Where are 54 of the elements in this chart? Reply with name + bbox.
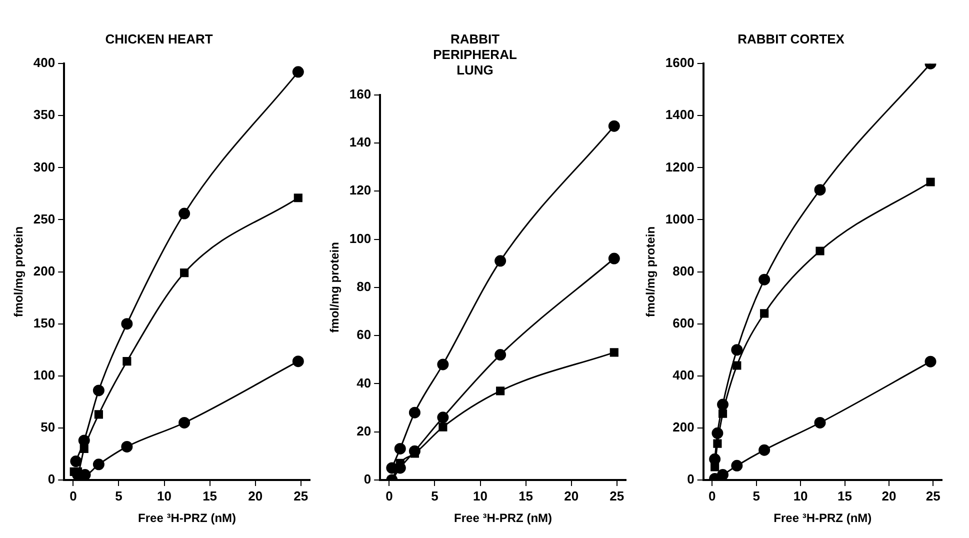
y-tick-label: 100 bbox=[349, 230, 372, 246]
x-tick-label: 10 bbox=[473, 488, 488, 504]
y-tick-label: 600 bbox=[672, 315, 694, 330]
x-tick-label: 0 bbox=[708, 488, 716, 504]
y-tick-label: 350 bbox=[33, 107, 56, 122]
y-tick-label: 400 bbox=[33, 55, 56, 70]
y-tick-label: 800 bbox=[672, 263, 694, 278]
y-axis-title: fmol/mg protein bbox=[12, 226, 26, 318]
x-tick-label: 15 bbox=[518, 488, 534, 504]
y-tick-label: 1600 bbox=[665, 55, 694, 70]
x-tick-label: 0 bbox=[70, 488, 77, 504]
y-tick-label: 150 bbox=[33, 315, 56, 330]
y-tick-label: 0 bbox=[48, 472, 56, 487]
x-tick-label: 5 bbox=[115, 488, 122, 504]
y-axis-title: fmol/mg protein bbox=[644, 226, 658, 318]
y-tick-label: 400 bbox=[672, 367, 694, 382]
x-tick-label: 5 bbox=[431, 488, 438, 504]
chart-title: RABBIT CORTEX bbox=[738, 31, 845, 46]
x-axis-title: Free ³H-PRZ (nM) bbox=[454, 511, 552, 526]
y-tick-label: 250 bbox=[33, 211, 56, 226]
y-tick-label: 140 bbox=[349, 134, 372, 150]
x-tick-label: 10 bbox=[793, 488, 808, 504]
x-tick-label: 20 bbox=[248, 488, 263, 504]
x-tick-label: 25 bbox=[926, 488, 940, 504]
chart-title: RABBIT PERIPHERAL LUNG bbox=[433, 31, 517, 78]
y-tick-label: 80 bbox=[356, 278, 372, 294]
y-tick-label: 0 bbox=[687, 472, 694, 487]
x-tick-label: 15 bbox=[838, 488, 852, 504]
y-tick-label: 50 bbox=[40, 420, 56, 435]
y-tick-label: 20 bbox=[356, 423, 372, 438]
x-tick-label: 15 bbox=[202, 488, 218, 504]
y-tick-label: 1200 bbox=[665, 159, 694, 174]
x-axis-title: Free ³H-PRZ (nM) bbox=[774, 511, 872, 526]
x-tick-label: 20 bbox=[564, 488, 579, 504]
y-tick-label: 0 bbox=[364, 472, 372, 487]
y-tick-label: 120 bbox=[349, 182, 372, 198]
y-tick-label: 100 bbox=[33, 367, 56, 382]
x-tick-label: 20 bbox=[882, 488, 896, 504]
y-axis-title: fmol/mg protein bbox=[328, 242, 342, 333]
x-tick-label: 10 bbox=[157, 488, 172, 504]
y-tick-label: 200 bbox=[672, 420, 694, 435]
y-tick-label: 1000 bbox=[665, 211, 694, 226]
x-axis-title: Free ³H-PRZ (nM) bbox=[138, 511, 236, 526]
chart-title: CHICKEN HEART bbox=[105, 31, 213, 46]
y-tick-label: 200 bbox=[33, 263, 56, 278]
x-tick-label: 0 bbox=[386, 488, 393, 504]
x-tick-label: 5 bbox=[752, 488, 760, 504]
y-tick-label: 300 bbox=[33, 159, 56, 174]
y-tick-label: 60 bbox=[356, 327, 372, 342]
y-tick-label: 160 bbox=[349, 86, 372, 102]
y-tick-label: 1400 bbox=[665, 107, 694, 122]
y-tick-label: 40 bbox=[356, 375, 372, 390]
x-tick-label: 25 bbox=[294, 488, 308, 504]
x-tick-label: 25 bbox=[610, 488, 624, 504]
